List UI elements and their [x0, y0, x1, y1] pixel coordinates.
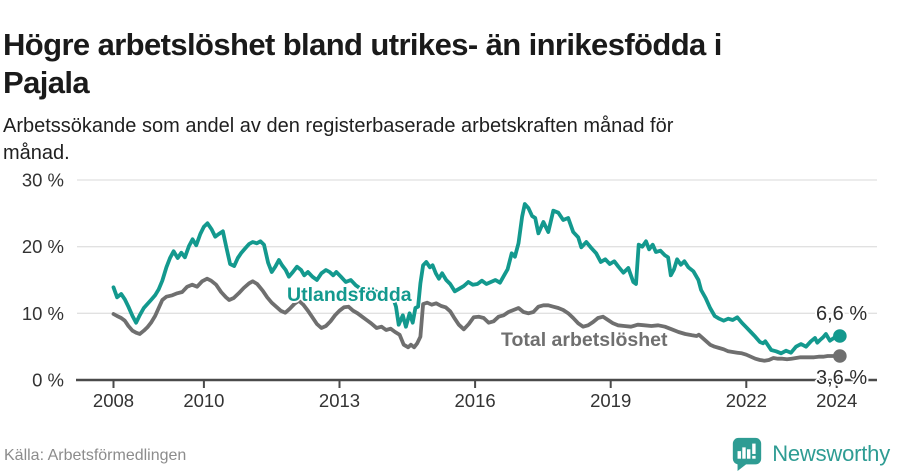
y-axis-tick-label: 0 %: [32, 370, 64, 391]
source-attribution: Källa: Arbetsförmedlingen: [4, 447, 187, 464]
x-axis-tick-label: 2019: [590, 390, 631, 411]
x-axis-tick-label: 2013: [319, 390, 360, 411]
x-axis-tick-label: 2024: [816, 390, 857, 411]
end-value-label-total: 3,6 %: [816, 367, 868, 389]
y-axis-tick-label: 30 %: [22, 170, 64, 191]
x-axis-tick-label: 2016: [455, 390, 496, 411]
series-end-dot-total: [833, 349, 847, 363]
series-line-utlandsfodda: [111, 202, 842, 356]
series-end-dot-utlandsfodda: [833, 329, 847, 343]
newsworthy-bubble-chart-icon: [733, 437, 762, 471]
x-axis-tick-label: 2008: [93, 390, 134, 411]
series-label-utlandsfodda: Utlandsfödda: [287, 284, 412, 306]
newsworthy-logo: Newsworthy: [730, 436, 890, 471]
x-axis-tick-label: 2022: [726, 390, 767, 411]
end-value-label-utlandsfodda: 6,6 %: [816, 303, 868, 325]
y-axis-tick-label: 20 %: [22, 236, 64, 257]
y-axis-tick-label: 10 %: [22, 303, 64, 324]
series-label-total-arbetsloshet: Total arbetslöshet: [501, 329, 668, 351]
series-line-total: [111, 276, 842, 363]
x-axis-tick-label: 2010: [183, 390, 224, 411]
page-subtitle: Arbetssökande som andel av den registerb…: [3, 115, 674, 164]
page-title: Högre arbetslöshet bland utrikes- än inr…: [3, 26, 722, 100]
newsworthy-wordmark: Newsworthy: [772, 440, 890, 466]
